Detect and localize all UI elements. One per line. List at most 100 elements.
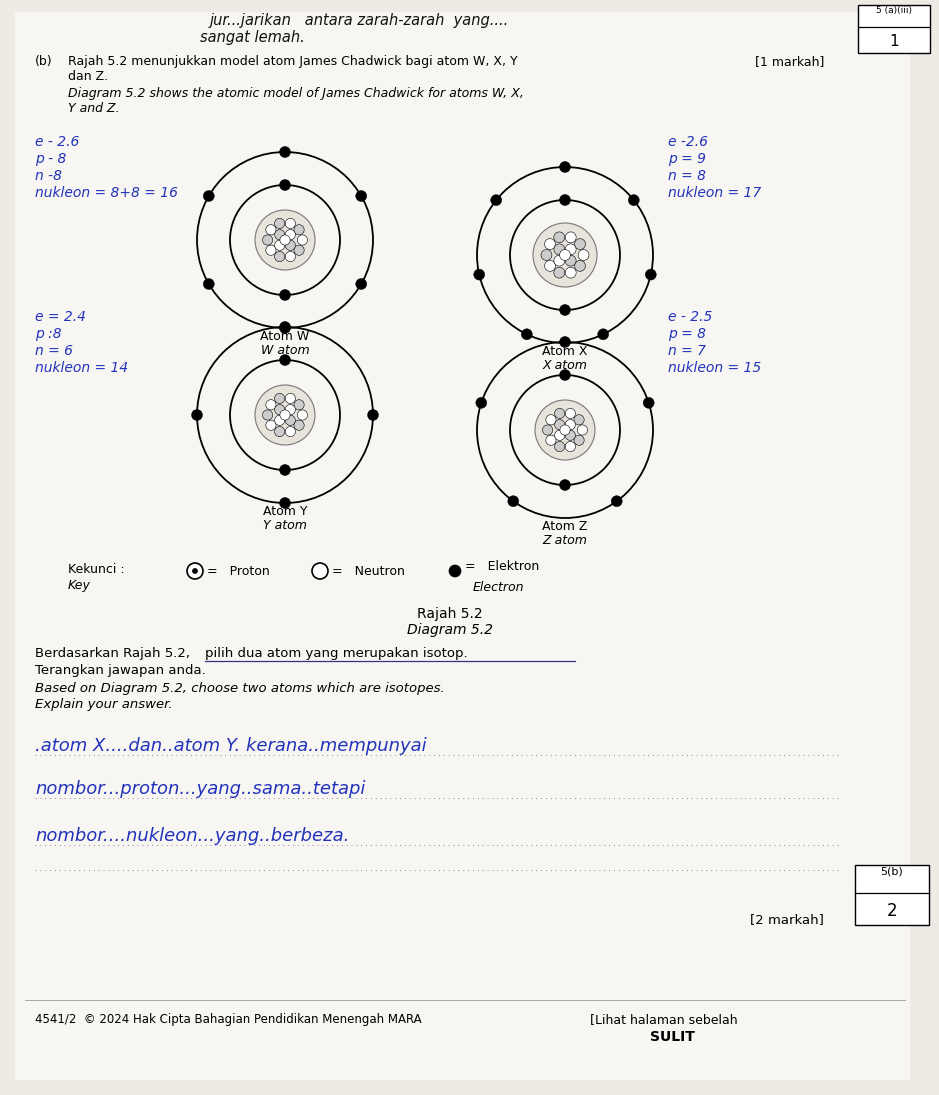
Circle shape [274,404,285,415]
Text: Z atom: Z atom [543,534,588,548]
Circle shape [266,400,276,410]
Circle shape [203,278,214,289]
Text: Y and Z.: Y and Z. [68,102,119,115]
Circle shape [491,195,501,206]
Text: dan Z.: dan Z. [68,70,108,83]
Text: nombor...proton...yang..sama..tetapi: nombor...proton...yang..sama..tetapi [35,780,365,798]
Text: jur...jarikan   antara zarah-zarah  yang....: jur...jarikan antara zarah-zarah yang...… [210,13,509,28]
Circle shape [203,191,214,201]
Text: Atom X: Atom X [542,345,588,358]
Text: 5(b): 5(b) [881,867,903,877]
Text: Atom Z: Atom Z [543,520,588,533]
Text: nukleon = 17: nukleon = 17 [668,186,762,200]
Text: e - 2.6: e - 2.6 [35,135,80,149]
Circle shape [565,441,576,451]
Text: Explain your answer.: Explain your answer. [35,698,173,711]
Circle shape [285,252,296,262]
Circle shape [285,404,296,415]
Circle shape [611,496,623,507]
Circle shape [280,355,290,366]
Text: Kekunci :: Kekunci : [68,563,125,576]
Text: p - 8: p - 8 [35,152,67,166]
Circle shape [533,223,597,287]
Text: [1 markah]: [1 markah] [755,55,824,68]
Circle shape [285,393,296,404]
Circle shape [312,563,328,579]
Text: 4541/2  © 2024 Hak Cipta Bahagian Pendidikan Menengah MARA: 4541/2 © 2024 Hak Cipta Bahagian Pendidi… [35,1013,422,1026]
Circle shape [565,408,576,418]
Circle shape [263,235,272,245]
Text: Atom Y: Atom Y [263,505,307,518]
Circle shape [274,240,285,251]
Text: e -2.6: e -2.6 [668,135,708,149]
Circle shape [285,240,296,251]
Text: pilih dua atom yang merupakan isotop.: pilih dua atom yang merupakan isotop. [205,647,468,660]
Circle shape [554,244,564,255]
Circle shape [280,180,290,191]
Circle shape [560,195,571,206]
Circle shape [546,415,556,425]
Circle shape [274,252,285,262]
Circle shape [294,245,304,255]
Text: W atom: W atom [261,344,309,357]
Circle shape [294,420,304,430]
Circle shape [565,267,577,278]
Circle shape [192,568,197,574]
Circle shape [274,218,285,229]
Circle shape [545,261,556,272]
Text: .atom X....dan..atom Y. kerana..mempunyai: .atom X....dan..atom Y. kerana..mempunya… [35,737,426,754]
Circle shape [263,410,272,420]
FancyBboxPatch shape [15,12,910,1080]
Circle shape [565,244,577,255]
Circle shape [565,232,577,243]
Text: Based on Diagram 5.2, choose two atoms which are isotopes.: Based on Diagram 5.2, choose two atoms w… [35,682,445,695]
Circle shape [255,385,315,445]
Circle shape [560,304,571,315]
Text: X atom: X atom [543,359,588,372]
Circle shape [266,224,276,234]
Text: Berdasarkan Rajah 5.2,: Berdasarkan Rajah 5.2, [35,647,190,660]
Text: Rajah 5.2 menunjukkan model atom James Chadwick bagi atom W, X, Y: Rajah 5.2 menunjukkan model atom James C… [68,55,517,68]
Circle shape [294,224,304,234]
Text: n = 7: n = 7 [668,344,706,358]
Text: Terangkan jawapan anda.: Terangkan jawapan anda. [35,664,206,677]
Text: Rajah 5.2: Rajah 5.2 [417,607,483,621]
Text: Atom W: Atom W [260,330,310,343]
Circle shape [280,497,290,508]
Text: =   Neutron: = Neutron [332,565,405,577]
Text: p = 8: p = 8 [668,327,706,341]
Circle shape [554,232,564,243]
Text: nukleon = 8+8 = 16: nukleon = 8+8 = 16 [35,186,178,200]
Circle shape [554,267,564,278]
Text: sangat lemah.: sangat lemah. [200,30,305,45]
Circle shape [598,328,608,339]
Circle shape [575,239,585,250]
Circle shape [560,425,570,435]
Circle shape [554,255,564,266]
Circle shape [266,245,276,255]
Circle shape [285,426,296,437]
Circle shape [578,250,589,261]
Circle shape [449,565,461,577]
Circle shape [575,261,585,272]
Text: p :8: p :8 [35,327,62,341]
Circle shape [274,393,285,404]
Circle shape [280,323,290,334]
Circle shape [473,269,485,280]
Circle shape [555,408,564,418]
Circle shape [565,419,576,430]
Circle shape [280,410,290,420]
Circle shape [565,255,577,266]
Circle shape [508,496,518,507]
Text: p = 9: p = 9 [668,152,706,166]
Circle shape [274,230,285,240]
Text: nukleon = 14: nukleon = 14 [35,361,129,374]
Circle shape [560,336,571,347]
Text: nukleon = 15: nukleon = 15 [668,361,762,374]
Circle shape [560,250,570,261]
Circle shape [555,430,564,440]
Circle shape [546,435,556,446]
Bar [858,5,930,53]
Circle shape [565,430,576,440]
Text: =   Proton: = Proton [207,565,269,577]
